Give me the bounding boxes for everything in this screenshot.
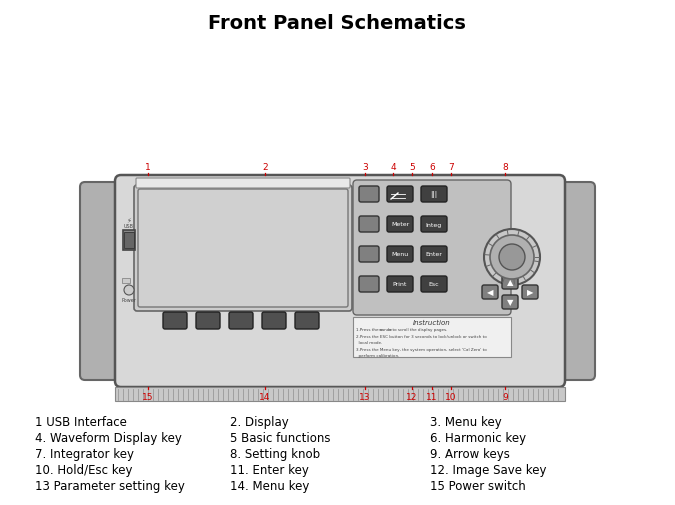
Text: 11: 11 [426,392,438,401]
FancyBboxPatch shape [134,186,352,312]
Text: 14. Menu key: 14. Menu key [230,479,309,492]
Text: 5: 5 [409,163,415,172]
Circle shape [484,230,540,285]
Text: 1.Press the◄and►to scroll the display pages.: 1.Press the◄and►to scroll the display pa… [356,327,448,331]
FancyBboxPatch shape [229,313,253,329]
FancyBboxPatch shape [387,276,413,292]
Text: local mode.: local mode. [356,340,382,344]
Text: 3: 3 [362,163,368,172]
Text: 15: 15 [142,392,154,401]
Text: 7: 7 [448,163,454,172]
Text: 7. Integrator key: 7. Integrator key [35,447,134,460]
FancyBboxPatch shape [359,217,379,232]
Text: Power: Power [122,297,136,302]
Text: 2.Press the ESC button for 3 seconds to lock/unlock or switch to: 2.Press the ESC button for 3 seconds to … [356,334,487,338]
FancyBboxPatch shape [138,189,348,308]
FancyBboxPatch shape [359,187,379,203]
Text: Integ: Integ [426,222,442,227]
Text: 15 Power switch: 15 Power switch [430,479,526,492]
Text: 13 Parameter setting key: 13 Parameter setting key [35,479,185,492]
FancyBboxPatch shape [387,246,413,263]
FancyBboxPatch shape [80,183,118,380]
FancyBboxPatch shape [136,179,350,189]
Text: 4: 4 [390,163,396,172]
Text: 3. Menu key: 3. Menu key [430,415,502,428]
Text: 14: 14 [259,392,271,401]
Text: Meter: Meter [391,222,409,227]
Text: 13: 13 [359,392,371,401]
Text: 6: 6 [429,163,435,172]
Text: 8. Setting knob: 8. Setting knob [230,447,320,460]
FancyBboxPatch shape [359,246,379,263]
Bar [124,232,134,248]
Bar [353,317,511,358]
Circle shape [124,285,134,295]
FancyBboxPatch shape [387,217,413,232]
Text: Instruction: Instruction [413,319,451,325]
FancyBboxPatch shape [353,181,511,316]
Text: ⚡: ⚡ [127,218,132,224]
Text: 11. Enter key: 11. Enter key [230,463,309,476]
FancyBboxPatch shape [262,313,286,329]
Bar [122,278,130,283]
Text: USB: USB [124,224,134,229]
Text: 8: 8 [502,163,508,172]
Text: ◀: ◀ [487,288,493,297]
FancyBboxPatch shape [196,313,220,329]
FancyBboxPatch shape [557,183,595,380]
Text: perform calibration.: perform calibration. [356,354,400,358]
Circle shape [499,244,525,271]
FancyBboxPatch shape [522,285,538,299]
Text: ▼: ▼ [507,298,513,307]
Text: 12: 12 [406,392,418,401]
Bar [115,387,565,401]
Text: 2. Display: 2. Display [230,415,289,428]
Text: Front Panel Schematics: Front Panel Schematics [208,14,466,33]
Text: Enter: Enter [425,252,442,257]
Text: 1: 1 [145,163,151,172]
Text: 10. Hold/Esc key: 10. Hold/Esc key [35,463,132,476]
Text: 4. Waveform Display key: 4. Waveform Display key [35,431,182,444]
FancyBboxPatch shape [421,217,447,232]
Text: 9. Arrow keys: 9. Arrow keys [430,447,510,460]
Text: Menu: Menu [392,252,408,257]
Text: Print: Print [393,282,407,287]
FancyBboxPatch shape [482,285,498,299]
Text: Esc: Esc [429,282,439,287]
FancyBboxPatch shape [115,176,565,387]
FancyBboxPatch shape [387,187,413,203]
Circle shape [490,235,534,279]
Text: 2: 2 [262,163,268,172]
Text: |||: ||| [431,191,437,198]
FancyBboxPatch shape [502,295,518,310]
Bar [123,231,135,250]
Text: 12. Image Save key: 12. Image Save key [430,463,547,476]
FancyBboxPatch shape [421,246,447,263]
FancyBboxPatch shape [502,275,518,289]
Text: 5 Basic functions: 5 Basic functions [230,431,331,444]
FancyBboxPatch shape [163,313,187,329]
Text: 1 USB Interface: 1 USB Interface [35,415,127,428]
Text: ▲: ▲ [507,278,513,287]
FancyBboxPatch shape [359,276,379,292]
FancyBboxPatch shape [421,276,447,292]
FancyBboxPatch shape [421,187,447,203]
Text: 3.Press the Menu key, the system operation, select 'Cal Zero' to: 3.Press the Menu key, the system operati… [356,347,487,351]
Text: 10: 10 [446,392,457,401]
Text: 6. Harmonic key: 6. Harmonic key [430,431,526,444]
Text: ▶: ▶ [526,288,533,297]
FancyBboxPatch shape [295,313,319,329]
Text: 9: 9 [502,392,508,401]
